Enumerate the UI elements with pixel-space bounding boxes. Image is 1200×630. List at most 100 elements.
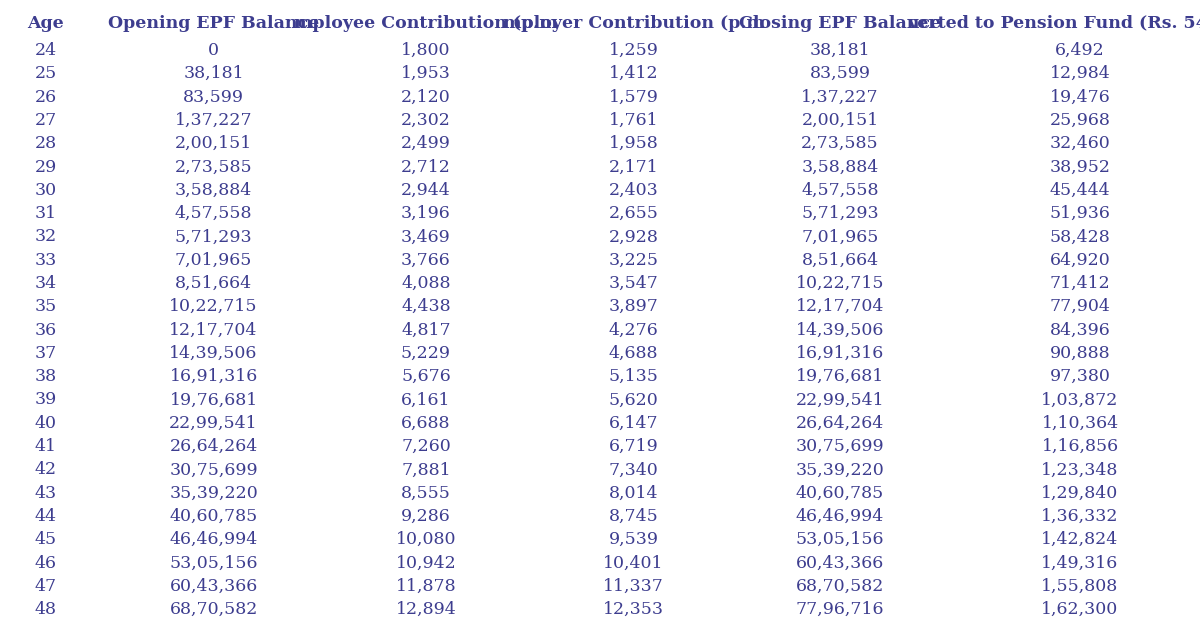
Text: 58,428: 58,428 (1050, 229, 1110, 246)
Text: 8,555: 8,555 (401, 484, 451, 501)
Text: 6,719: 6,719 (608, 438, 659, 455)
Text: 7,01,965: 7,01,965 (802, 229, 878, 246)
Text: 11,337: 11,337 (604, 578, 664, 595)
Text: 3,897: 3,897 (608, 298, 659, 315)
Text: 10,22,715: 10,22,715 (169, 298, 258, 315)
Text: 2,00,151: 2,00,151 (802, 112, 878, 129)
Text: 1,55,808: 1,55,808 (1042, 578, 1118, 595)
Text: 2,403: 2,403 (608, 182, 659, 199)
Text: 25,968: 25,968 (1050, 112, 1110, 129)
Text: 5,135: 5,135 (608, 368, 659, 385)
Text: 27: 27 (35, 112, 56, 129)
Text: 77,904: 77,904 (1050, 298, 1110, 315)
Text: 2,499: 2,499 (401, 135, 451, 152)
Text: 22,99,541: 22,99,541 (796, 391, 884, 408)
Text: 2,928: 2,928 (608, 229, 659, 246)
Text: 3,58,884: 3,58,884 (802, 159, 878, 176)
Text: 1,23,348: 1,23,348 (1042, 461, 1118, 478)
Text: 48: 48 (35, 601, 56, 618)
Text: 3,196: 3,196 (401, 205, 451, 222)
Text: 53,05,156: 53,05,156 (796, 531, 884, 548)
Text: mployer Contribution (p.m: mployer Contribution (p.m (503, 15, 764, 32)
Text: 26: 26 (35, 89, 56, 106)
Text: 31: 31 (35, 205, 56, 222)
Text: 2,944: 2,944 (401, 182, 451, 199)
Text: 6,161: 6,161 (401, 391, 451, 408)
Text: Age: Age (28, 15, 64, 32)
Text: 38: 38 (35, 368, 56, 385)
Text: 41: 41 (35, 438, 56, 455)
Text: 1,37,227: 1,37,227 (802, 89, 878, 106)
Text: 71,412: 71,412 (1050, 275, 1110, 292)
Text: 83,599: 83,599 (184, 89, 244, 106)
Text: 24: 24 (35, 42, 56, 59)
Text: 33: 33 (35, 252, 56, 269)
Text: 77,96,716: 77,96,716 (796, 601, 884, 618)
Text: 40: 40 (35, 415, 56, 432)
Text: 60,43,366: 60,43,366 (169, 578, 258, 595)
Text: 2,171: 2,171 (608, 159, 659, 176)
Text: 40,60,785: 40,60,785 (169, 508, 258, 525)
Text: 51,936: 51,936 (1050, 205, 1110, 222)
Text: 5,620: 5,620 (608, 391, 659, 408)
Text: 12,353: 12,353 (604, 601, 664, 618)
Text: 7,260: 7,260 (401, 438, 451, 455)
Text: 19,76,681: 19,76,681 (169, 391, 258, 408)
Text: 1,958: 1,958 (608, 135, 659, 152)
Text: verted to Pension Fund (Rs. 541 p.r: verted to Pension Fund (Rs. 541 p.r (907, 15, 1200, 32)
Text: 1,03,872: 1,03,872 (1042, 391, 1118, 408)
Text: 3,469: 3,469 (401, 229, 451, 246)
Text: 5,676: 5,676 (401, 368, 451, 385)
Text: 4,57,558: 4,57,558 (802, 182, 878, 199)
Text: 16,91,316: 16,91,316 (169, 368, 258, 385)
Text: 83,599: 83,599 (810, 66, 870, 83)
Text: 3,547: 3,547 (608, 275, 659, 292)
Text: 9,286: 9,286 (401, 508, 451, 525)
Text: 2,712: 2,712 (401, 159, 451, 176)
Text: 46,46,994: 46,46,994 (169, 531, 258, 548)
Text: 1,412: 1,412 (608, 66, 659, 83)
Text: 60,43,366: 60,43,366 (796, 554, 884, 571)
Text: 10,22,715: 10,22,715 (796, 275, 884, 292)
Text: 38,952: 38,952 (1050, 159, 1110, 176)
Text: 4,276: 4,276 (608, 321, 659, 338)
Text: Opening EPF Balance: Opening EPF Balance (108, 15, 319, 32)
Text: 84,396: 84,396 (1050, 321, 1110, 338)
Text: 2,00,151: 2,00,151 (175, 135, 252, 152)
Text: 32: 32 (35, 229, 56, 246)
Text: 12,17,704: 12,17,704 (169, 321, 258, 338)
Text: 22,99,541: 22,99,541 (169, 415, 258, 432)
Text: 4,817: 4,817 (401, 321, 451, 338)
Text: 1,29,840: 1,29,840 (1042, 484, 1118, 501)
Text: 6,492: 6,492 (1055, 42, 1105, 59)
Text: 36: 36 (35, 321, 56, 338)
Text: 10,080: 10,080 (396, 531, 456, 548)
Text: 1,953: 1,953 (401, 66, 451, 83)
Text: 3,225: 3,225 (608, 252, 659, 269)
Text: 3,58,884: 3,58,884 (175, 182, 252, 199)
Text: 35,39,220: 35,39,220 (796, 461, 884, 478)
Text: 38,181: 38,181 (810, 42, 870, 59)
Text: 5,229: 5,229 (401, 345, 451, 362)
Text: 9,539: 9,539 (608, 531, 659, 548)
Text: 7,01,965: 7,01,965 (175, 252, 252, 269)
Text: 1,761: 1,761 (608, 112, 659, 129)
Text: 6,688: 6,688 (401, 415, 451, 432)
Text: 5,71,293: 5,71,293 (802, 205, 878, 222)
Text: 43: 43 (35, 484, 56, 501)
Text: 46,46,994: 46,46,994 (796, 508, 884, 525)
Text: 6,147: 6,147 (608, 415, 659, 432)
Text: 90,888: 90,888 (1050, 345, 1110, 362)
Text: 44: 44 (35, 508, 56, 525)
Text: 8,51,664: 8,51,664 (802, 252, 878, 269)
Text: 47: 47 (35, 578, 56, 595)
Text: 68,70,582: 68,70,582 (169, 601, 258, 618)
Text: 4,57,558: 4,57,558 (175, 205, 252, 222)
Text: 34: 34 (35, 275, 56, 292)
Text: 30,75,699: 30,75,699 (796, 438, 884, 455)
Text: 26,64,264: 26,64,264 (169, 438, 258, 455)
Text: 1,800: 1,800 (401, 42, 451, 59)
Text: 1,49,316: 1,49,316 (1042, 554, 1118, 571)
Text: 38,181: 38,181 (184, 66, 244, 83)
Text: 35: 35 (35, 298, 56, 315)
